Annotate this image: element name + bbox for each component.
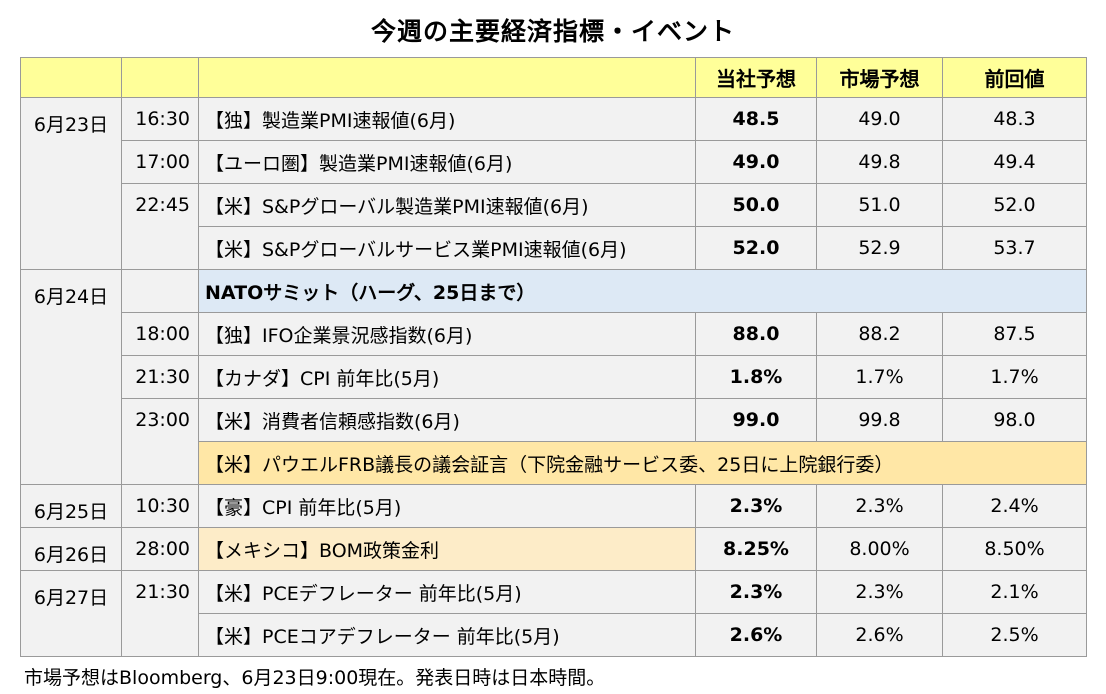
table-row: 21:30 【カナダ】CPI 前年比(5月) 1.8% 1.7% 1.7% (21, 355, 1087, 399)
table-row: 22:45 【米】S&Pグローバル製造業PMI速報値(6月) 50.0 51.0… (21, 183, 1087, 227)
event-cell: 【独】IFO企業景況感指数(6月) (198, 312, 696, 356)
header-date (20, 57, 122, 98)
table-header-row: 当社予想 市場予想 前回値 (20, 57, 1087, 98)
time-cell: 18:00 (121, 312, 199, 356)
time-cell: 10:30 (121, 484, 199, 528)
company-forecast-cell: 2.3% (695, 484, 817, 528)
header-previous: 前回値 (942, 57, 1087, 98)
event-cell: 【米】S&Pグローバルサービス業PMI速報値(6月) (198, 226, 696, 270)
previous-cell: 98.0 (942, 398, 1087, 442)
time-cell (121, 269, 199, 313)
header-market-forecast: 市場予想 (816, 57, 943, 98)
time-cell: 22:45 (121, 183, 199, 227)
date-cell: 6月23日 (20, 97, 122, 270)
header-company-forecast: 当社予想 (695, 57, 817, 98)
date-cell: 6月25日 (20, 484, 122, 528)
previous-cell: 2.4% (942, 484, 1087, 528)
company-forecast-cell: 2.3% (695, 570, 817, 614)
time-cell (121, 613, 199, 657)
market-forecast-cell: 51.0 (816, 183, 943, 227)
date-cell: 6月24日 (20, 269, 122, 485)
market-forecast-cell: 1.7% (816, 355, 943, 399)
company-forecast-cell: 2.6% (695, 613, 817, 657)
table-row: 6月25日 10:30 【豪】CPI 前年比(5月) 2.3% 2.3% 2.4… (20, 484, 1087, 528)
footnote: 市場予想はBloomberg、6月23日9:00現在。発表日時は日本時間。 (24, 667, 606, 689)
market-forecast-cell: 88.2 (816, 312, 943, 356)
table-row: 【米】パウエルFRB議長の議会証言（下院金融サービス委、25日に上院銀行委） (21, 441, 1087, 485)
event-cell: 【豪】CPI 前年比(5月) (198, 484, 696, 528)
previous-cell: 52.0 (942, 183, 1087, 227)
market-forecast-cell: 99.8 (816, 398, 943, 442)
previous-cell: 53.7 (942, 226, 1087, 270)
table-row: 6月27日 21:30 【米】PCEデフレーター 前年比(5月) 2.3% 2.… (20, 570, 1087, 657)
table-row: 18:00 【独】IFO企業景況感指数(6月) 88.0 88.2 87.5 (21, 312, 1087, 356)
previous-cell: 87.5 (942, 312, 1087, 356)
company-forecast-cell: 88.0 (695, 312, 817, 356)
page-title: 今週の主要経済指標・イベント (370, 17, 735, 46)
company-forecast-cell: 99.0 (695, 398, 817, 442)
market-forecast-cell: 2.6% (816, 613, 943, 657)
table-row: 6月23日 16:30 【独】製造業PMI速報値(6月) 48.5 49.0 4… (20, 97, 1087, 270)
previous-cell: 48.3 (942, 97, 1087, 141)
time-cell: 17:00 (121, 140, 199, 184)
table-row: 17:00 【ユーロ圏】製造業PMI速報値(6月) 49.0 49.8 49.4 (21, 140, 1087, 184)
event-cell: 【独】製造業PMI速報値(6月) (198, 97, 696, 141)
event-cell: 【カナダ】CPI 前年比(5月) (198, 355, 696, 399)
table-row: 6月24日 NATOサミット（ハーグ、25日まで） (20, 269, 1087, 485)
event-cell: 【メキシコ】BOM政策金利 (198, 527, 696, 571)
date-cell: 6月27日 (20, 570, 122, 657)
company-forecast-cell: 8.25% (695, 527, 817, 571)
previous-cell: 1.7% (942, 355, 1087, 399)
time-cell: 21:30 (121, 570, 199, 614)
company-forecast-cell: 48.5 (695, 97, 817, 141)
table-row: 【米】PCEコアデフレーター 前年比(5月) 2.6% 2.6% 2.5% (21, 613, 1087, 657)
table-row: 【米】S&Pグローバルサービス業PMI速報値(6月) 52.0 52.9 53.… (21, 226, 1087, 270)
event-cell: 【米】PCEコアデフレーター 前年比(5月) (198, 613, 696, 657)
event-banner-nato: NATOサミット（ハーグ、25日まで） (198, 269, 1087, 313)
event-cell: 【米】S&Pグローバル製造業PMI速報値(6月) (198, 183, 696, 227)
market-forecast-cell: 49.0 (816, 97, 943, 141)
company-forecast-cell: 1.8% (695, 355, 817, 399)
date-cell: 6月26日 (20, 527, 122, 571)
company-forecast-cell: 50.0 (695, 183, 817, 227)
header-time (121, 57, 199, 98)
market-forecast-cell: 2.3% (816, 570, 943, 614)
header-event (198, 57, 696, 98)
table-row: 6月26日 28:00 【メキシコ】BOM政策金利 8.25% 8.00% 8.… (20, 527, 1087, 571)
market-forecast-cell: 52.9 (816, 226, 943, 270)
event-banner-powell: 【米】パウエルFRB議長の議会証言（下院金融サービス委、25日に上院銀行委） (198, 441, 1087, 485)
time-cell: 28:00 (121, 527, 199, 571)
previous-cell: 49.4 (942, 140, 1087, 184)
time-cell: 23:00 (121, 398, 199, 442)
time-cell (121, 226, 199, 270)
time-cell (121, 441, 199, 485)
previous-cell: 8.50% (942, 527, 1087, 571)
event-cell: 【ユーロ圏】製造業PMI速報値(6月) (198, 140, 696, 184)
time-cell: 16:30 (121, 97, 199, 141)
time-cell: 21:30 (121, 355, 199, 399)
event-cell: 【米】消費者信頼感指数(6月) (198, 398, 696, 442)
previous-cell: 2.5% (942, 613, 1087, 657)
previous-cell: 2.1% (942, 570, 1087, 614)
market-forecast-cell: 8.00% (816, 527, 943, 571)
event-cell: 【米】PCEデフレーター 前年比(5月) (198, 570, 696, 614)
company-forecast-cell: 49.0 (695, 140, 817, 184)
table-row: 23:00 【米】消費者信頼感指数(6月) 99.0 99.8 98.0 (21, 398, 1087, 442)
market-forecast-cell: 49.8 (816, 140, 943, 184)
company-forecast-cell: 52.0 (695, 226, 817, 270)
market-forecast-cell: 2.3% (816, 484, 943, 528)
indicator-table: 当社予想 市場予想 前回値 6月23日 16:30 【独】製造業PMI速報値(6… (20, 57, 1087, 657)
